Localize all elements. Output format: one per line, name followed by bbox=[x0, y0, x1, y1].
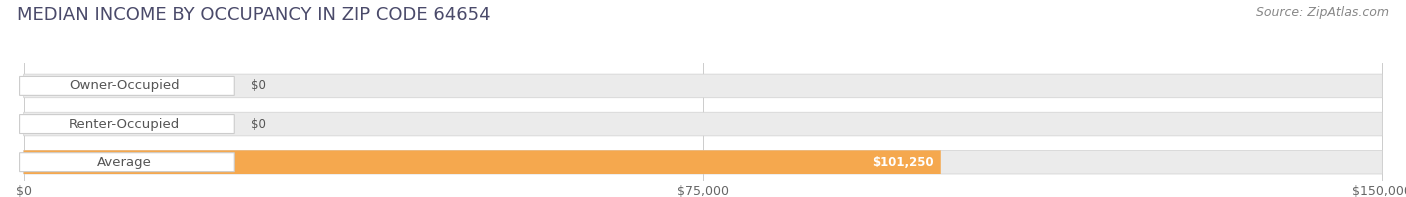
FancyBboxPatch shape bbox=[24, 150, 941, 174]
Text: Renter-Occupied: Renter-Occupied bbox=[69, 118, 180, 131]
Text: MEDIAN INCOME BY OCCUPANCY IN ZIP CODE 64654: MEDIAN INCOME BY OCCUPANCY IN ZIP CODE 6… bbox=[17, 6, 491, 24]
Text: Source: ZipAtlas.com: Source: ZipAtlas.com bbox=[1256, 6, 1389, 19]
Text: $101,250: $101,250 bbox=[872, 156, 934, 169]
FancyBboxPatch shape bbox=[20, 153, 235, 172]
FancyBboxPatch shape bbox=[20, 76, 235, 95]
FancyBboxPatch shape bbox=[24, 150, 1382, 174]
FancyBboxPatch shape bbox=[24, 112, 1382, 136]
FancyBboxPatch shape bbox=[24, 74, 1382, 98]
Text: $0: $0 bbox=[250, 118, 266, 131]
Text: $0: $0 bbox=[250, 79, 266, 92]
Text: Owner-Occupied: Owner-Occupied bbox=[69, 79, 180, 92]
Text: Average: Average bbox=[97, 156, 152, 169]
FancyBboxPatch shape bbox=[20, 115, 235, 134]
